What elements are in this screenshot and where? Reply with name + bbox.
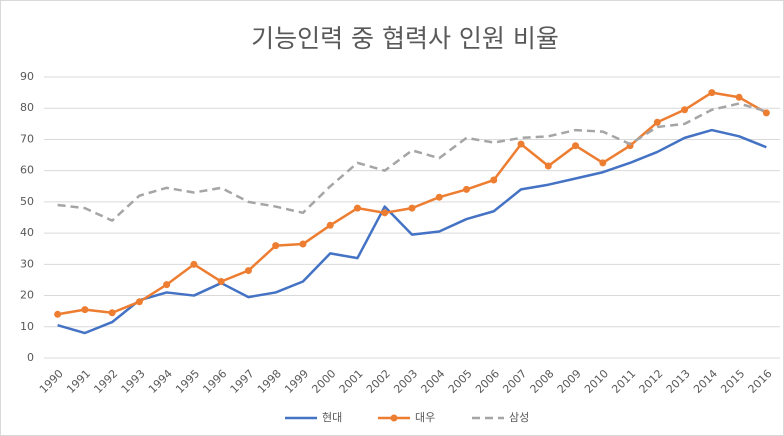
data-point: [544, 162, 552, 170]
y-tick-label: 10: [20, 320, 34, 333]
y-tick-label: 40: [20, 226, 34, 239]
data-point: [708, 89, 716, 97]
data-point: [217, 278, 225, 286]
data-point: [272, 242, 280, 250]
legend-label: 삼성: [509, 411, 529, 424]
chart-title: 기능인력 중 협력사 인원 비율: [251, 24, 559, 53]
data-point: [653, 118, 661, 126]
data-point: [681, 106, 689, 114]
data-point: [326, 221, 334, 229]
y-tick-label: 80: [20, 101, 34, 114]
y-tick-label: 20: [20, 289, 34, 302]
data-point: [163, 281, 171, 289]
y-tick-label: 30: [20, 257, 34, 270]
data-point: [408, 204, 416, 212]
legend-marker: [390, 414, 398, 422]
data-point: [517, 140, 525, 148]
data-point: [108, 309, 116, 317]
data-point: [572, 142, 580, 150]
data-point: [190, 260, 198, 268]
y-tick-label: 90: [20, 70, 34, 83]
data-point: [435, 193, 443, 201]
data-point: [54, 310, 62, 318]
y-tick-label: 50: [20, 195, 34, 208]
y-tick-label: 70: [20, 132, 34, 145]
data-point: [353, 204, 361, 212]
legend-label: 현대: [322, 411, 342, 424]
y-tick-label: 60: [20, 164, 34, 177]
data-point: [135, 298, 143, 306]
series-line: [57, 102, 767, 222]
y-tick-label: 0: [27, 351, 34, 364]
data-point: [762, 109, 770, 117]
data-point: [735, 93, 743, 101]
data-point: [244, 267, 252, 275]
data-point: [599, 159, 607, 167]
legend-label: 대우: [415, 411, 435, 424]
data-point: [381, 209, 389, 217]
data-point: [81, 306, 89, 314]
data-point: [490, 176, 498, 184]
data-point: [463, 185, 471, 193]
series-line: [57, 128, 767, 335]
data-point: [299, 240, 307, 248]
